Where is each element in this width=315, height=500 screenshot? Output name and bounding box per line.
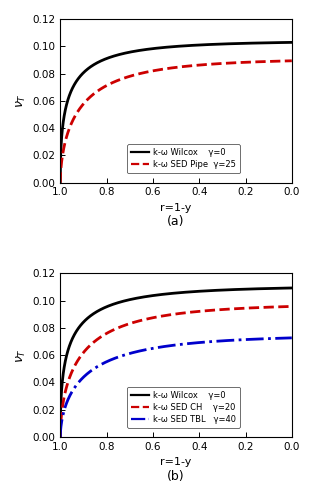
Text: (a): (a): [167, 216, 185, 228]
Y-axis label: $\nu_T$: $\nu_T$: [15, 348, 28, 362]
Legend: k-ω Wilcox    γ=0, k-ω SED CH    γ=20, k-ω SED TBL   γ=40: k-ω Wilcox γ=0, k-ω SED CH γ=20, k-ω SED…: [127, 387, 240, 428]
Y-axis label: $\nu_T$: $\nu_T$: [15, 94, 28, 108]
Text: (b): (b): [167, 470, 185, 482]
Legend: k-ω Wilcox    γ=0, k-ω SED Pipe  γ=25: k-ω Wilcox γ=0, k-ω SED Pipe γ=25: [127, 144, 240, 174]
X-axis label: r=1-y: r=1-y: [160, 203, 192, 213]
X-axis label: r=1-y: r=1-y: [160, 458, 192, 468]
